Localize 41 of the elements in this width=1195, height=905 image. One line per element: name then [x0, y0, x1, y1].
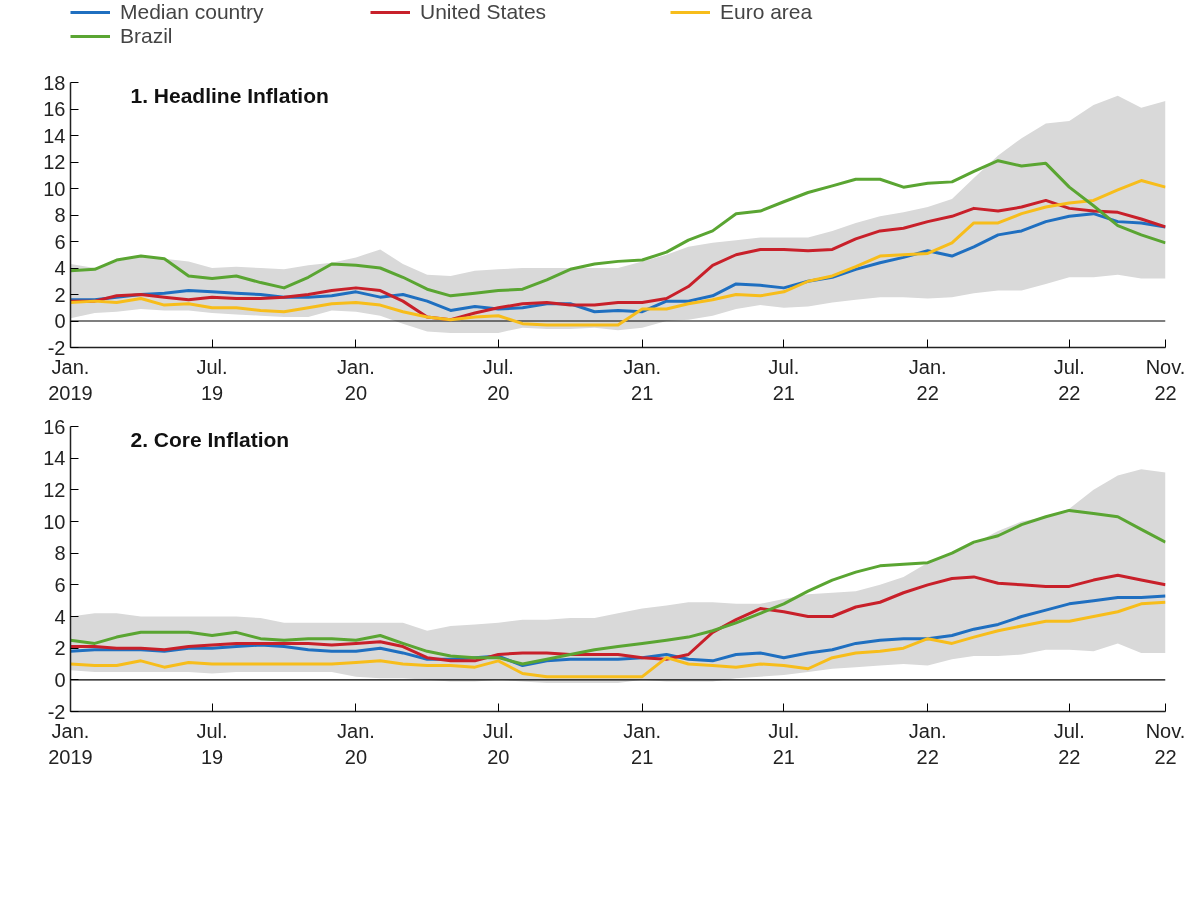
- y-tick-label: 14: [43, 447, 66, 470]
- x-tick-label: Jul. 21: [768, 355, 800, 404]
- x-tick-label: Jul. 19: [196, 355, 228, 404]
- x-tick-label: Jan. 20: [337, 719, 375, 768]
- y-tick-label: 12: [43, 478, 66, 501]
- y-tick-label: 2: [54, 637, 66, 660]
- x-tick-label: Jul. 20: [482, 719, 514, 768]
- y-tick-label: 14: [43, 124, 66, 147]
- y-tick-label: 6: [54, 573, 66, 596]
- x-tick-label: Jan. 22: [908, 355, 947, 404]
- x-tick-label: Jul. 19: [196, 719, 228, 768]
- y-tick-label: 16: [43, 415, 66, 438]
- y-tick-label: 16: [43, 98, 66, 120]
- x-tick-label: Jan. 21: [623, 355, 662, 404]
- y-tick-label: 8: [54, 204, 66, 226]
- x-tick-label: Jul. 22: [1053, 355, 1085, 404]
- chart-title: 2. Core Inflation: [130, 427, 290, 451]
- y-tick-label: 2: [54, 283, 66, 306]
- x-tick-label: Jul. 21: [768, 719, 800, 768]
- y-tick-label: 0: [54, 310, 66, 332]
- legend-label: Median country: [120, 0, 265, 24]
- x-tick-label: Jul. 20: [482, 355, 514, 404]
- y-tick-label: 0: [54, 668, 66, 691]
- x-tick-label: Nov. 22: [1145, 355, 1186, 404]
- x-tick-label: Nov. 22: [1145, 719, 1186, 768]
- chart-title: 1. Headline Inflation: [130, 83, 329, 107]
- y-tick-label: 10: [43, 177, 66, 200]
- y-tick-label: 10: [43, 510, 66, 533]
- legend-label: United States: [420, 0, 548, 24]
- x-tick-label: Jan. 20: [337, 355, 375, 404]
- y-tick-label: 18: [43, 71, 66, 94]
- y-tick-label: 4: [54, 605, 66, 628]
- legend-label: Brazil: [120, 24, 174, 48]
- x-tick-label: Jul. 22: [1053, 719, 1085, 768]
- y-tick-label: 6: [54, 230, 66, 253]
- legend-label: Euro area: [720, 0, 814, 24]
- x-tick-label: Jan. 22: [908, 719, 947, 768]
- y-tick-label: 8: [54, 542, 66, 565]
- y-tick-label: 12: [43, 151, 66, 173]
- y-tick-label: 4: [54, 257, 66, 279]
- x-tick-label: Jan. 21: [623, 719, 662, 768]
